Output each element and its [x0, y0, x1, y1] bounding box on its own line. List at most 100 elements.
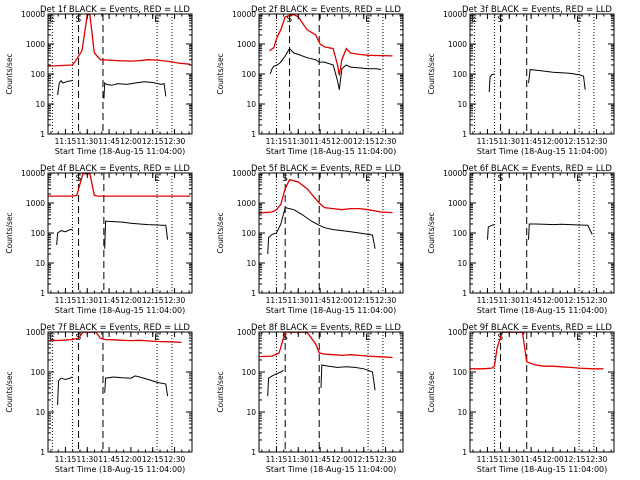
- x-axis-label: Start Time (18-Aug-15 11:04:00): [477, 147, 608, 156]
- marker-label: E: [576, 333, 582, 343]
- marker-label: S: [76, 15, 82, 25]
- marker-label: E: [576, 15, 582, 25]
- lld-series-line: [259, 332, 393, 359]
- panel-title: Det 8f BLACK = Events, RED = LLD: [251, 323, 401, 333]
- y-tick-label: 10: [457, 259, 467, 268]
- x-tick-label: 12:30: [164, 455, 186, 464]
- marker-lines: [51, 332, 173, 452]
- x-tick-label: 12:15: [353, 137, 375, 146]
- y-tick-label: 10: [35, 259, 45, 268]
- marker-label: E: [49, 333, 55, 343]
- chart-panel-3: Det 3f BLACK = Events, RED = LLD Counts/s…: [427, 5, 615, 156]
- series-group: [269, 14, 393, 90]
- y-tick-label: 1000: [237, 199, 256, 208]
- x-tick-label: 11:30: [498, 455, 520, 464]
- events-series-line: [57, 79, 167, 99]
- marker-label: S: [498, 15, 504, 25]
- x-tick-label: 12:00: [331, 455, 353, 464]
- y-tick-label: 100: [31, 70, 46, 79]
- marker-label: S: [287, 15, 293, 25]
- chart-panel-9: Det 9f BLACK = Events, RED = LLD Counts/s…: [427, 323, 615, 474]
- y-tick-label: 10: [35, 408, 45, 417]
- x-tick-label: 11:30: [76, 137, 98, 146]
- y-tick-label: 1: [251, 448, 256, 457]
- plot-frame: [469, 13, 615, 135]
- x-tick-label: 11:45: [309, 296, 331, 305]
- x-axis-label: Start Time (18-Aug-15 11:04:00): [477, 465, 608, 474]
- marker-lines: [51, 14, 173, 134]
- series-group: [470, 332, 604, 370]
- chart-panel-2: Det 2f BLACK = Events, RED = LLD Counts/s…: [216, 5, 404, 156]
- panel-title: Det 3f BLACK = Events, RED = LLD: [462, 5, 612, 15]
- y-tick-label: 100: [242, 70, 257, 79]
- x-tick-label: 12:15: [353, 296, 375, 305]
- chart-panel-4: Det 4f BLACK = Events, RED = LLD Counts/s…: [5, 164, 193, 315]
- lld-series-line: [48, 332, 182, 344]
- y-tick-label: 1000: [448, 328, 467, 337]
- y-tick-label: 10: [457, 408, 467, 417]
- lld-series-line: [470, 332, 604, 370]
- x-tick-label: 11:45: [520, 455, 542, 464]
- x-axis-label: Start Time (18-Aug-15 11:04:00): [477, 306, 608, 315]
- y-tick-label: 10: [246, 259, 256, 268]
- series-group: [259, 332, 393, 397]
- y-tick-label: 10000: [443, 10, 467, 19]
- panel-title: Det 9f BLACK = Events, RED = LLD: [462, 323, 612, 333]
- y-axis-label: Counts/sec: [427, 371, 436, 412]
- marker-label: E: [365, 174, 371, 184]
- x-axis-label: Start Time (18-Aug-15 11:04:00): [55, 465, 186, 474]
- series-group: [48, 14, 191, 99]
- marker-label: S: [282, 333, 288, 343]
- x-tick-label: 11:45: [309, 137, 331, 146]
- x-tick-label: 11:30: [287, 137, 309, 146]
- chart-panel-6: Det 6f BLACK = Events, RED = LLD Counts/s…: [427, 164, 615, 315]
- x-tick-label: 11:45: [520, 137, 542, 146]
- x-tick-label: 11:15: [477, 455, 499, 464]
- marker-label: E: [471, 15, 477, 25]
- events-series-line: [267, 364, 376, 397]
- x-axis-label: Start Time (18-Aug-15 11:04:00): [266, 147, 397, 156]
- x-tick-label: 12:15: [142, 137, 164, 146]
- x-tick-label: 11:45: [309, 455, 331, 464]
- x-tick-label: 12:00: [542, 455, 564, 464]
- x-axis-label: Start Time (18-Aug-15 11:04:00): [266, 306, 397, 315]
- lld-series-line: [259, 178, 393, 214]
- y-axis-label: Counts/sec: [216, 53, 225, 94]
- x-tick-label: 12:30: [164, 296, 186, 305]
- plot-frame: [469, 172, 615, 294]
- events-series-line: [56, 220, 169, 249]
- y-tick-label: 100: [453, 70, 468, 79]
- x-tick-label: 11:15: [477, 137, 499, 146]
- series-group: [259, 178, 393, 255]
- x-tick-label: 11:30: [287, 296, 309, 305]
- lld-series-line: [48, 14, 191, 67]
- y-axis-label: Counts/sec: [5, 53, 14, 94]
- marker-lines: [275, 173, 384, 293]
- plot-frame: [47, 172, 193, 294]
- x-tick-label: 12:30: [586, 455, 608, 464]
- x-tick-label: 12:00: [331, 137, 353, 146]
- events-series-line: [57, 375, 169, 406]
- x-tick-label: 12:30: [375, 455, 397, 464]
- y-tick-label: 1000: [237, 328, 256, 337]
- panel-title: Det 7f BLACK = Events, RED = LLD: [40, 323, 190, 333]
- x-tick-label: 12:15: [142, 455, 164, 464]
- x-tick-label: 12:00: [120, 137, 142, 146]
- x-tick-label: 11:15: [266, 296, 288, 305]
- series-group: [487, 223, 593, 240]
- y-tick-label: 1: [462, 448, 467, 457]
- marker-label: E: [154, 15, 160, 25]
- marker-label: S: [282, 174, 288, 184]
- x-tick-label: 12:15: [353, 455, 375, 464]
- y-axis-label: Counts/sec: [427, 212, 436, 253]
- lld-series-line: [48, 173, 191, 197]
- marker-label: E: [576, 174, 582, 184]
- marker-label: S: [498, 174, 504, 184]
- marker-label: E: [49, 15, 55, 25]
- lld-series-line: [269, 14, 393, 76]
- x-tick-label: 12:15: [564, 455, 586, 464]
- plot-frame: [258, 172, 404, 294]
- x-axis-label: Start Time (18-Aug-15 11:04:00): [266, 465, 397, 474]
- x-tick-label: 11:45: [98, 296, 120, 305]
- marker-lines: [71, 173, 173, 293]
